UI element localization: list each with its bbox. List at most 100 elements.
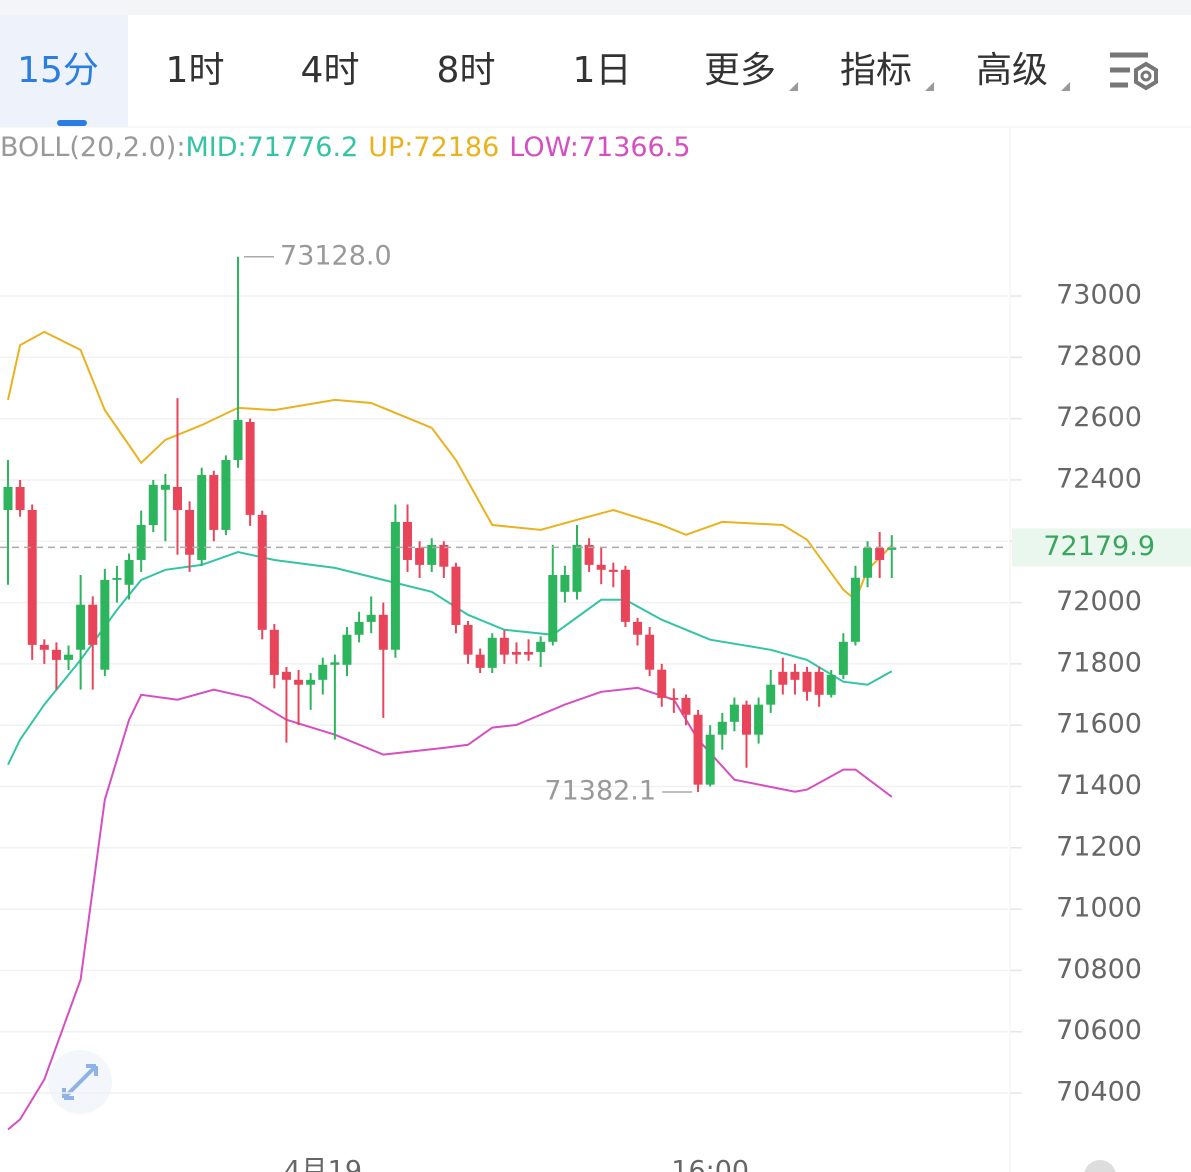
legend-name: LOW: (509, 132, 579, 163)
active-tab-bg (0, 15, 128, 127)
candle-body (15, 487, 25, 510)
candle-body (645, 634, 655, 670)
legend-value: 71366.5 (579, 132, 691, 163)
boll-line (7, 550, 893, 766)
y-tick-label: 71600 (1056, 709, 1142, 740)
y-tick-label: 71200 (1056, 831, 1142, 862)
candle-body (499, 637, 509, 655)
y-tick-label: 72000 (1056, 586, 1142, 617)
candle-body (814, 671, 824, 695)
dropdown-caret (1061, 82, 1070, 91)
dropdown-caret (789, 82, 798, 91)
top-strip (0, 0, 1191, 15)
candle-body (3, 487, 13, 510)
tab[interactable]: 高级 (976, 50, 1048, 91)
last-price-bg (1012, 528, 1191, 567)
candle-body (766, 684, 776, 705)
active-tab-indicator (57, 120, 87, 126)
candle-body (451, 566, 461, 625)
candle-body (88, 604, 98, 645)
legend-name: MID: (185, 132, 246, 163)
candle-body (354, 621, 364, 635)
tab-bar: 15分 1时 4时 8时 1日 更多 指标 高级 (17, 50, 1070, 91)
legend-name: UP: (368, 132, 413, 163)
y-tick-label: 72400 (1056, 463, 1142, 494)
dropdown-caret (925, 82, 934, 91)
candle-body (415, 548, 425, 565)
candle-body (826, 674, 836, 695)
candle-body (390, 521, 400, 650)
candle-body (124, 559, 134, 585)
candle-body (197, 475, 207, 560)
candle-body (741, 704, 751, 735)
annotation-label: 71382.1 (544, 775, 656, 806)
candle-body (657, 669, 667, 698)
tab[interactable]: 8时 (437, 50, 496, 91)
scroll-handle (1084, 1160, 1116, 1172)
candle-body (850, 577, 860, 642)
candle-body (306, 679, 316, 685)
y-tick-label: 70600 (1056, 1015, 1142, 1046)
candle-body (160, 484, 170, 490)
candle-body (439, 544, 449, 567)
candle-body (790, 671, 800, 680)
candle-body (233, 419, 243, 461)
candle-body (754, 704, 764, 735)
candle-body (330, 662, 340, 665)
candle-body (100, 579, 110, 670)
candle-body (705, 734, 715, 785)
y-tick-label: 72600 (1056, 402, 1142, 433)
candle-body (245, 422, 255, 515)
candle-body (548, 574, 558, 642)
x-tick-label: 4月19 (283, 1156, 362, 1172)
candle-body (257, 514, 267, 630)
boll-line (7, 686, 893, 1131)
candle-body (294, 679, 304, 685)
candle-body (403, 521, 413, 560)
candle-body (584, 544, 594, 565)
y-tick-label: 71800 (1056, 647, 1142, 678)
candle-body (633, 621, 643, 635)
plot: 70400 70600 70800 71000 71200 71400 71600 71800… (0, 240, 1191, 1172)
indicator-label: BOLL(20,2.0): (0, 132, 185, 163)
candle-body (729, 704, 739, 722)
candle-body (378, 614, 388, 650)
tab[interactable]: 指标 (840, 50, 912, 91)
candle-body (887, 547, 897, 550)
candle-body (511, 651, 521, 655)
candle-body (572, 544, 582, 592)
indicator-legend: BOLL(20,2.0):MID:71776.2 UP:72186 LOW:7136… (0, 132, 691, 163)
candle-body (148, 484, 158, 526)
candle-body (536, 641, 546, 652)
candle-body (669, 697, 679, 700)
candle-body (620, 569, 630, 622)
y-tick-label: 73000 (1056, 280, 1142, 311)
candle-body (427, 544, 437, 565)
y-tick-label: 71400 (1056, 770, 1142, 801)
candle-body (463, 624, 473, 655)
candle-body (136, 525, 146, 560)
tab[interactable]: 4时 (301, 50, 360, 91)
candle-body (366, 614, 376, 622)
annotation-label: 73128.0 (280, 240, 392, 271)
y-tick-label: 72800 (1056, 341, 1142, 372)
last-price-label: 72179.9 (1043, 531, 1155, 562)
candle-body (342, 634, 352, 665)
candle-body (64, 654, 74, 660)
boll-line (7, 330, 893, 602)
legend-value: 72186 (413, 132, 499, 163)
settings-icon[interactable] (1110, 52, 1158, 91)
candle-body (269, 629, 279, 675)
candle-body (475, 654, 485, 668)
tab[interactable]: 15分 (17, 50, 99, 91)
tab[interactable]: 1日 (573, 50, 632, 91)
tab[interactable]: 更多 (704, 50, 776, 91)
tab[interactable]: 1时 (166, 50, 225, 91)
expand-icon[interactable] (48, 1050, 112, 1114)
candle-body (172, 487, 182, 510)
y-tick-label: 70800 (1056, 954, 1142, 985)
candle-body (681, 697, 691, 715)
y-tick-label: 71000 (1056, 893, 1142, 924)
candle-body (27, 509, 37, 645)
